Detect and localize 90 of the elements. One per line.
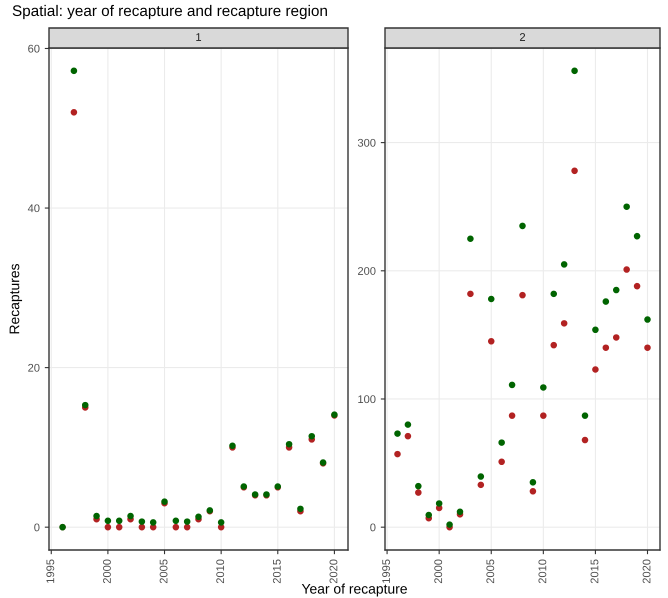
point — [127, 512, 134, 520]
point — [467, 235, 474, 242]
point — [70, 109, 78, 116]
point — [446, 521, 453, 528]
point — [93, 512, 100, 520]
point — [467, 290, 474, 298]
y-tick-label: 40 — [28, 204, 40, 212]
point — [560, 261, 568, 268]
point — [571, 68, 578, 74]
point — [436, 500, 442, 507]
y-tick-label: 200 — [358, 267, 376, 275]
point — [498, 458, 505, 466]
x-tick-label: 2000 — [103, 559, 111, 584]
point — [592, 366, 599, 373]
point — [404, 432, 412, 440]
x-tick-label: 1995 — [46, 559, 54, 583]
point — [508, 382, 516, 388]
x-tick-label: 2020 — [330, 559, 338, 584]
y-tick-label: 0 — [34, 523, 40, 532]
point — [644, 344, 651, 351]
point — [530, 479, 536, 486]
x-axis-title: Year of recapture — [302, 584, 407, 596]
point — [82, 402, 88, 408]
point — [104, 524, 112, 530]
point — [560, 320, 568, 327]
point — [519, 292, 526, 298]
chart-title: Spatial: year of recapture and recapture region — [12, 4, 327, 20]
x-tick-label: 2015 — [590, 559, 598, 584]
point — [404, 421, 412, 428]
point — [498, 439, 505, 446]
point — [550, 342, 558, 348]
point — [138, 524, 146, 530]
x-tick-label: 2010 — [216, 559, 224, 584]
point — [602, 344, 610, 351]
y-tick-label: 100 — [358, 395, 376, 404]
point — [218, 519, 224, 526]
point — [623, 266, 630, 273]
point — [488, 296, 495, 302]
y-tick-label: 60 — [28, 44, 40, 53]
point — [634, 282, 640, 290]
y-tick-label: 300 — [358, 138, 376, 147]
point — [612, 286, 620, 294]
point — [286, 440, 292, 448]
point — [172, 518, 180, 524]
point — [519, 222, 526, 230]
point — [308, 432, 316, 440]
point — [70, 68, 78, 74]
point — [530, 488, 536, 495]
point — [116, 524, 122, 530]
chart-subtitle: 1 — [196, 33, 202, 41]
point — [394, 430, 401, 437]
x-tick-label: 2020 — [642, 559, 650, 584]
y-tick-label: 20 — [28, 364, 40, 372]
point — [184, 524, 190, 530]
point — [612, 334, 620, 341]
x-tick-label: 2010 — [538, 559, 546, 584]
point — [172, 524, 180, 530]
point — [150, 519, 156, 526]
point — [623, 203, 630, 210]
point — [478, 473, 484, 480]
point — [634, 232, 640, 240]
point — [582, 436, 588, 444]
point — [104, 518, 112, 524]
point — [550, 290, 558, 298]
point — [540, 384, 547, 391]
chart-subtitle: 2 — [520, 33, 526, 41]
point — [394, 450, 401, 458]
x-tick-label: 2005 — [486, 559, 494, 584]
point — [425, 512, 432, 518]
x-tick-label: 2000 — [434, 559, 442, 584]
point — [602, 298, 610, 305]
x-tick-label: 1995 — [382, 559, 390, 583]
point — [184, 518, 190, 525]
y-tick-label: 0 — [370, 523, 376, 532]
y-axis-title: Recaptures — [10, 264, 22, 334]
point — [582, 412, 588, 419]
x-tick-label: 2005 — [160, 559, 168, 584]
point — [488, 338, 495, 345]
x-tick-label: 2015 — [272, 559, 281, 584]
point — [592, 326, 599, 334]
point — [456, 508, 464, 516]
point — [478, 482, 484, 488]
point — [540, 412, 547, 419]
point — [116, 518, 122, 524]
point — [415, 489, 422, 496]
point — [508, 412, 516, 419]
point — [138, 518, 146, 525]
point — [415, 482, 422, 490]
point — [571, 168, 578, 174]
point — [644, 316, 651, 323]
